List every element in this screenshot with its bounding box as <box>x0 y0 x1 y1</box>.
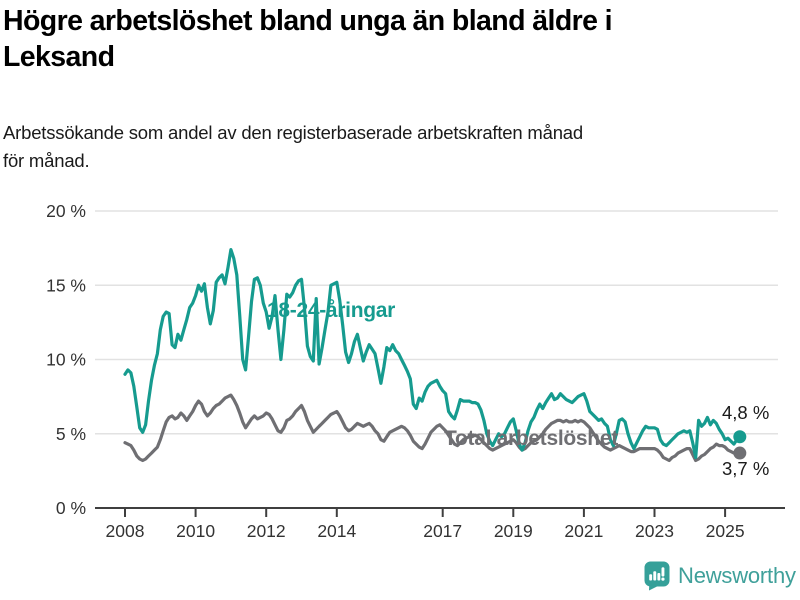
series-end-dot-youth <box>733 430 747 444</box>
y-tick-label: 0 % <box>56 498 86 518</box>
series-end-value-total: 3,7 % <box>722 458 769 479</box>
x-tick-label: 2025 <box>706 521 745 541</box>
series-end-dot-total <box>733 446 747 460</box>
chart-subtitle-line1: Arbetssökande som andel av den registerb… <box>3 122 583 143</box>
x-tick-label: 2021 <box>564 521 603 541</box>
series-end-value-youth: 4,8 % <box>722 402 769 423</box>
newsworthy-logo-icon <box>644 561 670 591</box>
brand-footer: Newsworthy <box>644 561 796 591</box>
chart-title-line1: Högre arbetslöshet bland unga än bland ä… <box>3 5 613 37</box>
x-tick-label: 2010 <box>176 521 215 541</box>
chart-title: Högre arbetslöshet bland unga än bland ä… <box>3 4 799 76</box>
x-tick-label: 2023 <box>635 521 674 541</box>
line-chart: 2008 2010 2012 2014 2017 2019 2021 2023 2025 0 % 5… <box>46 201 785 541</box>
x-tick-label: 2014 <box>317 521 356 541</box>
x-tick-label: 2017 <box>423 521 462 541</box>
chart-subtitle-line2: för månad. <box>3 149 90 171</box>
y-tick-label: 10 % <box>46 350 86 370</box>
series-line-youth <box>123 248 742 460</box>
y-tick-label: 20 % <box>46 201 86 221</box>
x-tick-label: 2012 <box>247 521 286 541</box>
series-line-total <box>123 393 742 463</box>
chart-subtitle: Arbetssökande som andel av den registerb… <box>3 119 799 175</box>
series-label-total: Total arbetslöshet <box>444 427 618 450</box>
brand-wordmark: Newsworthy <box>678 563 796 588</box>
x-tick-label: 2019 <box>494 521 533 541</box>
x-tick-label: 2008 <box>106 521 145 541</box>
chart-title-line2: Leksand <box>3 40 115 73</box>
series-label-youth: 18-24-åringar <box>267 299 395 322</box>
y-tick-label: 15 % <box>46 275 86 295</box>
y-tick-label: 5 % <box>56 424 86 444</box>
